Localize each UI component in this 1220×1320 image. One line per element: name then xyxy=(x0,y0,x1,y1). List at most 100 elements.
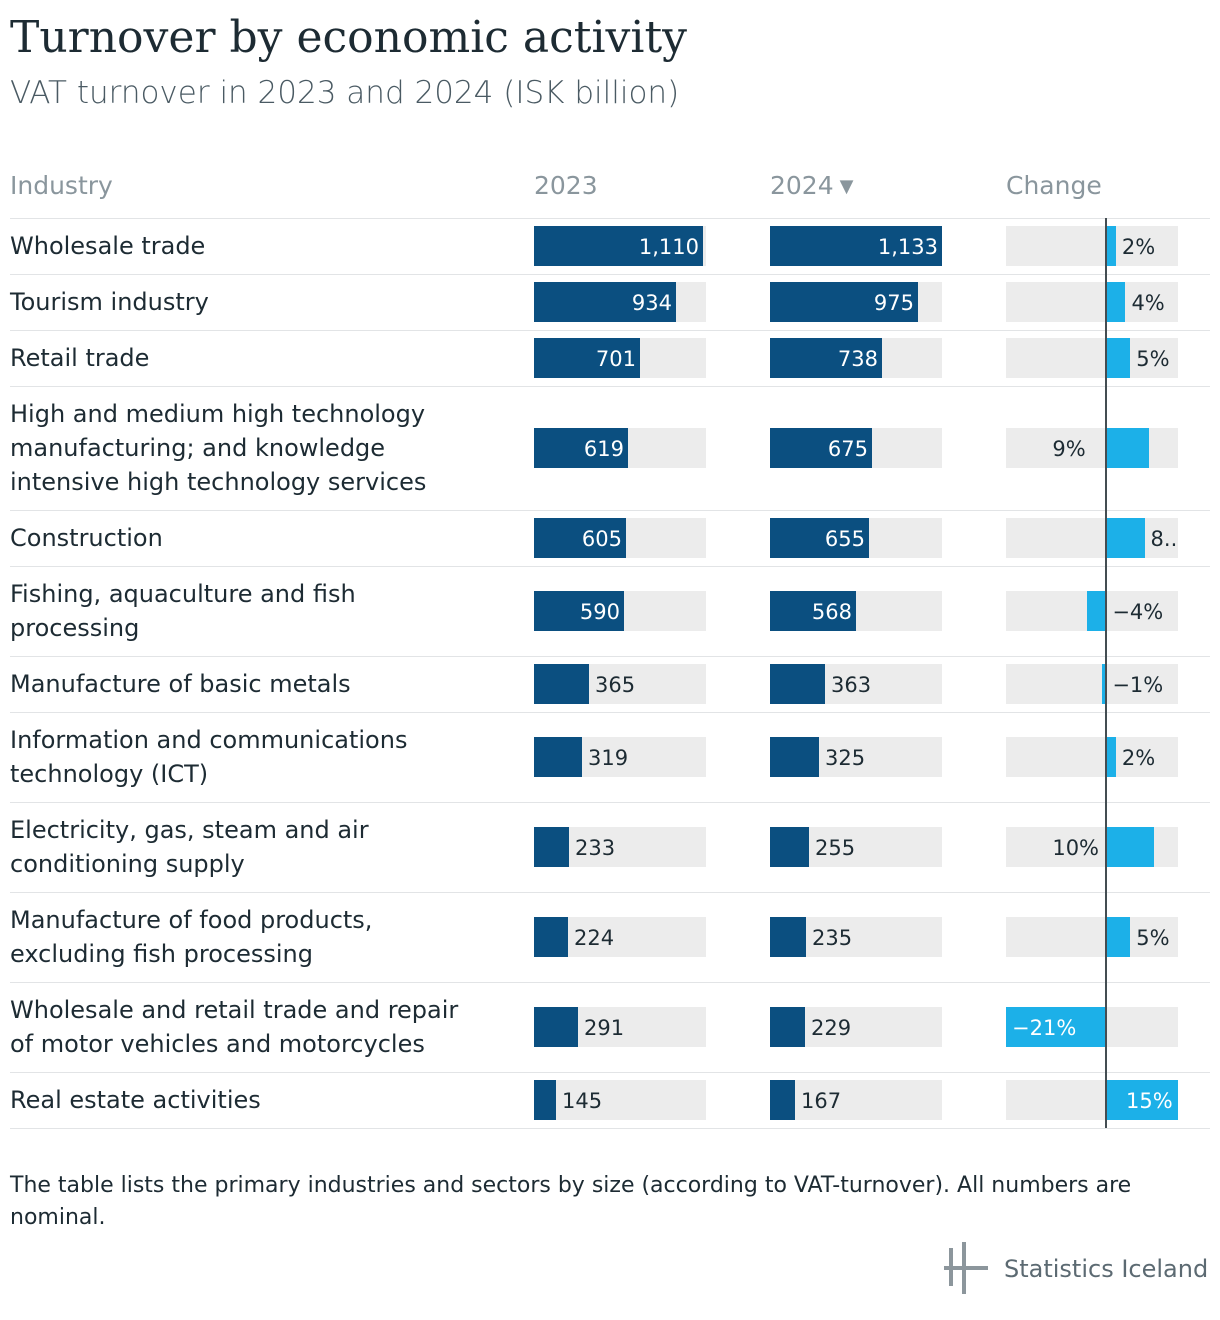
bar-value-label: 167 xyxy=(801,1089,842,1113)
bar-2023[interactable] xyxy=(534,338,640,378)
change-bar[interactable] xyxy=(1106,518,1145,558)
change-value-label: 4% xyxy=(1131,291,1165,315)
bar-value-label: 605 xyxy=(581,527,622,551)
chart-subtitle: VAT turnover in 2023 and 2024 (ISK billi… xyxy=(10,75,680,111)
bar-2023[interactable] xyxy=(534,917,568,957)
sort-descending-icon[interactable]: ▼ xyxy=(839,176,854,197)
change-value-label: 2% xyxy=(1121,235,1156,259)
change-bar[interactable] xyxy=(1106,827,1155,867)
bar-2023[interactable] xyxy=(534,827,569,867)
header-change[interactable]: Change xyxy=(1006,171,1102,200)
change-bar[interactable] xyxy=(1006,1007,1107,1047)
bar-value-label: 229 xyxy=(811,1016,852,1040)
industry-label: High and medium high technology manufact… xyxy=(10,400,427,496)
bar-2024[interactable] xyxy=(770,518,869,558)
bar-track: 1,110 xyxy=(534,226,706,266)
bar-2023[interactable] xyxy=(534,428,628,468)
change-bar[interactable] xyxy=(1087,591,1107,631)
bar-track: 145 xyxy=(534,1080,706,1120)
bar-track: 167 xyxy=(770,1080,942,1120)
bar-2023[interactable] xyxy=(534,1080,556,1120)
header-industry[interactable]: Industry xyxy=(10,171,113,200)
change-value-label: −4% xyxy=(1112,600,1164,624)
row-divider xyxy=(10,386,1210,387)
change-bar[interactable] xyxy=(1101,664,1107,704)
bar-2023[interactable] xyxy=(534,282,676,322)
bar-2024[interactable] xyxy=(770,664,825,704)
bar-2024[interactable] xyxy=(770,591,856,631)
change-track xyxy=(1006,428,1178,468)
bar-2024[interactable] xyxy=(770,737,819,777)
bar-track: 738 xyxy=(770,338,942,378)
chart-title: Turnover by economic activity xyxy=(10,12,687,63)
change-bar[interactable] xyxy=(1106,338,1131,378)
bar-track: 229 xyxy=(770,1007,942,1047)
row-divider xyxy=(10,656,1210,657)
bar-2024[interactable] xyxy=(770,1080,795,1120)
bar-2023[interactable] xyxy=(534,226,703,266)
bar-value-label: 235 xyxy=(812,926,853,950)
change-track xyxy=(1006,226,1178,266)
bar-2024[interactable] xyxy=(770,1007,805,1047)
change-track xyxy=(1006,917,1178,957)
change-bar[interactable] xyxy=(1106,737,1116,777)
bar-value-label: 291 xyxy=(584,1016,625,1040)
bar-track: 590 xyxy=(534,591,706,631)
bar-2023[interactable] xyxy=(534,664,589,704)
bar-2024[interactable] xyxy=(770,226,942,266)
industry-label: Tourism industry xyxy=(10,288,209,316)
change-value-label: 10% xyxy=(1052,836,1100,860)
change-zero-axis xyxy=(1105,218,1108,1128)
change-value-label: −21% xyxy=(1012,1016,1077,1040)
bar-track: 619 xyxy=(534,428,706,468)
bar-track: 605 xyxy=(534,518,706,558)
change-value-label: 15% xyxy=(1126,1089,1173,1113)
change-value-label: −1% xyxy=(1112,673,1164,697)
row-divider xyxy=(10,330,1210,331)
bar-2023[interactable] xyxy=(534,518,626,558)
row-divider xyxy=(10,712,1210,713)
bar-2024[interactable] xyxy=(770,282,918,322)
statistics-iceland-logo: Statistics Iceland xyxy=(944,1242,1208,1298)
header-2024[interactable]: 2024 ▼ xyxy=(770,168,853,205)
bar-2024[interactable] xyxy=(770,917,806,957)
bar-value-label: 619 xyxy=(583,437,624,461)
bar-track: 291 xyxy=(534,1007,706,1047)
industry-label: Construction xyxy=(10,524,163,552)
change-bar[interactable] xyxy=(1106,917,1131,957)
change-value-label: 8.. xyxy=(1150,527,1178,551)
row-divider xyxy=(10,566,1210,567)
bar-value-label: 1,133 xyxy=(877,235,938,259)
bar-value-label: 675 xyxy=(827,437,868,461)
bar-value-label: 655 xyxy=(824,527,865,551)
bar-2024[interactable] xyxy=(770,428,872,468)
change-bar[interactable] xyxy=(1106,428,1150,468)
bar-track: 975 xyxy=(770,282,942,322)
bar-2023[interactable] xyxy=(534,1007,578,1047)
change-bar[interactable] xyxy=(1106,282,1126,322)
bar-value-label: 145 xyxy=(562,1089,603,1113)
header-2023[interactable]: 2023 xyxy=(534,171,598,200)
change-value-label: 5% xyxy=(1136,926,1170,950)
bar-track: 224 xyxy=(534,917,706,957)
bar-track: 1,133 xyxy=(770,226,942,266)
change-bar[interactable] xyxy=(1106,226,1116,266)
bar-track: 235 xyxy=(770,917,942,957)
bar-track: 365 xyxy=(534,664,706,704)
bar-2023[interactable] xyxy=(534,737,582,777)
row-divider xyxy=(10,802,1210,803)
industry-label: Manufacture of basic metals xyxy=(10,670,351,698)
logo-text: Statistics Iceland xyxy=(1004,1255,1209,1283)
bar-2024[interactable] xyxy=(770,827,809,867)
bar-2024[interactable] xyxy=(770,338,882,378)
footnote: The table lists the primary industries a… xyxy=(10,1173,1132,1230)
header-2024-label: 2024 xyxy=(770,171,834,200)
change-bar[interactable] xyxy=(1106,1080,1178,1120)
bar-value-label: 701 xyxy=(595,347,636,371)
bar-value-label: 255 xyxy=(815,836,856,860)
industry-label: Fishing, aquaculture and fish processing xyxy=(10,580,356,642)
bar-track: 655 xyxy=(770,518,942,558)
bar-2023[interactable] xyxy=(534,591,624,631)
change-track xyxy=(1006,338,1178,378)
